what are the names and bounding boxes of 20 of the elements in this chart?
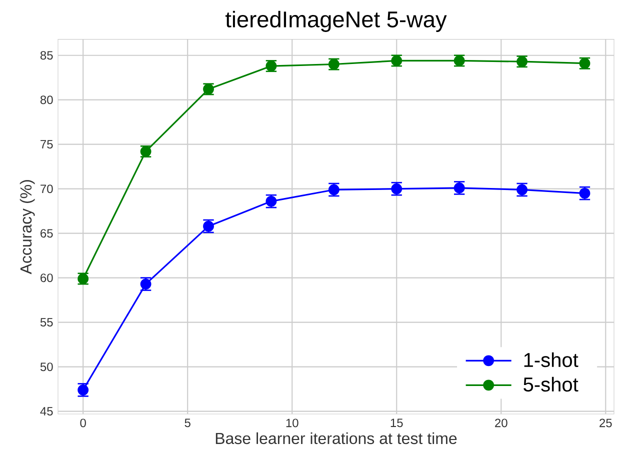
y-tick-label: 55 xyxy=(40,318,53,327)
x-tick-label: 20 xyxy=(495,418,508,428)
y-tick-label: 85 xyxy=(40,51,53,60)
y-tick-label: 50 xyxy=(40,362,53,372)
x-tick-label: 10 xyxy=(286,418,298,428)
y-tick-label: 65 xyxy=(40,229,53,238)
y-tick-label: 75 xyxy=(40,140,53,149)
y-tick-label: 80 xyxy=(40,96,53,104)
x-tick-label: 25 xyxy=(600,418,612,428)
y-tick-label: 45 xyxy=(40,407,53,416)
y-tick-label: 70 xyxy=(40,184,53,194)
x-tick-label: 0 xyxy=(80,418,86,428)
x-tick-label: 15 xyxy=(390,418,403,428)
legend-label: 5-shot xyxy=(524,376,578,392)
x-axis-title: Base learner iterations at test time xyxy=(216,432,457,444)
legend-label: 1-shot xyxy=(524,352,578,368)
y-tick-label: 60 xyxy=(40,274,53,282)
chart-title: tieredImageNet 5-way xyxy=(225,10,447,32)
x-tick-label: 5 xyxy=(184,418,190,428)
y-axis-title: Accuracy (%) xyxy=(20,180,35,274)
